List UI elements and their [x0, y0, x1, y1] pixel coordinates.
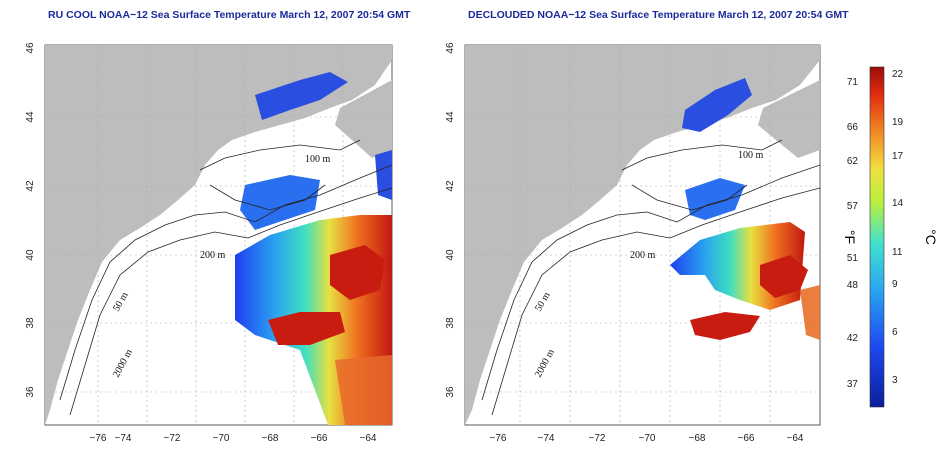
y-tick-label: 42: [445, 180, 456, 192]
x-tick-label: −66: [311, 433, 328, 444]
y-tick-label: 40: [445, 249, 456, 261]
sst-warm-eddy: [760, 255, 808, 298]
celsius-scale: 22 19 17 14 11 9 6 3: [892, 69, 904, 386]
f-tick: 66: [847, 122, 859, 133]
c-tick: 11: [892, 247, 903, 258]
left-panel-title: RU COOL NOAA−12 Sea Surface Temperature …: [48, 9, 411, 21]
x-tick-label: −66: [738, 433, 755, 444]
sst-cold-georges: [685, 178, 745, 220]
f-tick: 48: [847, 280, 859, 291]
right-panel-title: DECLOUDED NOAA−12 Sea Surface Temperatur…: [468, 9, 849, 21]
x-tick-label: −74: [538, 433, 555, 444]
sst-cold-gulf-of-maine: [255, 72, 348, 120]
y-tick-label: 38: [25, 317, 36, 329]
x-tick-label: −70: [213, 433, 230, 444]
x-tick-label: −72: [589, 433, 606, 444]
f-tick: 71: [847, 77, 859, 88]
y-tick-label: 38: [445, 317, 456, 329]
sst-warm-se: [335, 355, 392, 425]
contour-label-100m: 100 m: [305, 154, 331, 165]
y-tick-label: 46: [25, 42, 36, 54]
y-tick-label: 46: [445, 42, 456, 54]
x-tick-label: −64: [787, 433, 804, 444]
sst-warm-core: [690, 312, 760, 340]
sst-warm-east: [800, 285, 820, 340]
x-tick-label: −76: [490, 433, 507, 444]
c-tick: 17: [892, 151, 904, 162]
bathymetry-contours: [481, 139, 820, 416]
left-map-panel: 100 m 200 m 50 m 2000 m −76 −74 −72 −70 …: [25, 42, 393, 444]
land-mass: [465, 45, 820, 425]
c-tick: 3: [892, 375, 898, 386]
contour-label-200m: 200 m: [630, 250, 656, 261]
left-y-axis: 36 38 40 42 44 46: [25, 42, 36, 398]
f-tick: 37: [847, 379, 859, 390]
sst-warm-eddy: [330, 245, 385, 300]
left-x-axis: −76 −74 −72 −70 −68 −66 −64: [90, 433, 377, 444]
sst-cold-georges: [240, 175, 320, 230]
sst-cold-east: [375, 150, 392, 200]
c-tick: 14: [892, 198, 904, 209]
x-tick-label: −72: [164, 433, 181, 444]
colorbar-gradient: [869, 66, 885, 408]
x-tick-label: −68: [689, 433, 706, 444]
contour-label-100m: 100 m: [738, 150, 764, 161]
f-tick: 57: [847, 201, 859, 212]
y-tick-label: 36: [25, 386, 36, 398]
celsius-axis-label: °C: [923, 229, 939, 245]
temperature-colorbar: 71 66 62 57 51 48 42 37 22 19 17 14 11 9…: [842, 66, 939, 408]
c-tick: 6: [892, 327, 898, 338]
f-tick: 51: [847, 253, 859, 264]
fahrenheit-axis-label: °F: [842, 230, 858, 244]
x-tick-label: −70: [639, 433, 656, 444]
right-x-axis: −76 −74 −72 −70 −68 −66 −64: [490, 433, 804, 444]
sst-cold-gulf-of-maine: [682, 78, 752, 132]
x-tick-label: −68: [262, 433, 279, 444]
c-tick: 9: [892, 279, 898, 290]
c-tick: 22: [892, 69, 904, 80]
contour-label-200m: 200 m: [200, 250, 226, 261]
x-tick-label: −74: [115, 433, 132, 444]
land-mass: [45, 45, 392, 425]
fahrenheit-scale: 71 66 62 57 51 48 42 37: [847, 77, 859, 390]
y-tick-label: 42: [25, 180, 36, 192]
y-tick-label: 40: [25, 249, 36, 261]
y-tick-label: 44: [25, 111, 36, 123]
sst-warm-core: [268, 312, 345, 345]
f-tick: 42: [847, 333, 859, 344]
bathymetry-contours: [59, 139, 392, 416]
f-tick: 62: [847, 156, 859, 167]
nova-scotia-land: [758, 80, 820, 158]
y-tick-label: 44: [445, 111, 456, 123]
right-map-panel: 100 m 200 m 50 m 2000 m −76 −74 −72 −70 …: [445, 42, 821, 444]
right-y-axis: 36 38 40 42 44 46: [445, 42, 456, 398]
c-tick: 19: [892, 117, 904, 128]
y-tick-label: 36: [445, 386, 456, 398]
nova-scotia-land: [335, 80, 392, 158]
x-tick-label: −64: [360, 433, 377, 444]
x-tick-label: −76: [90, 433, 107, 444]
